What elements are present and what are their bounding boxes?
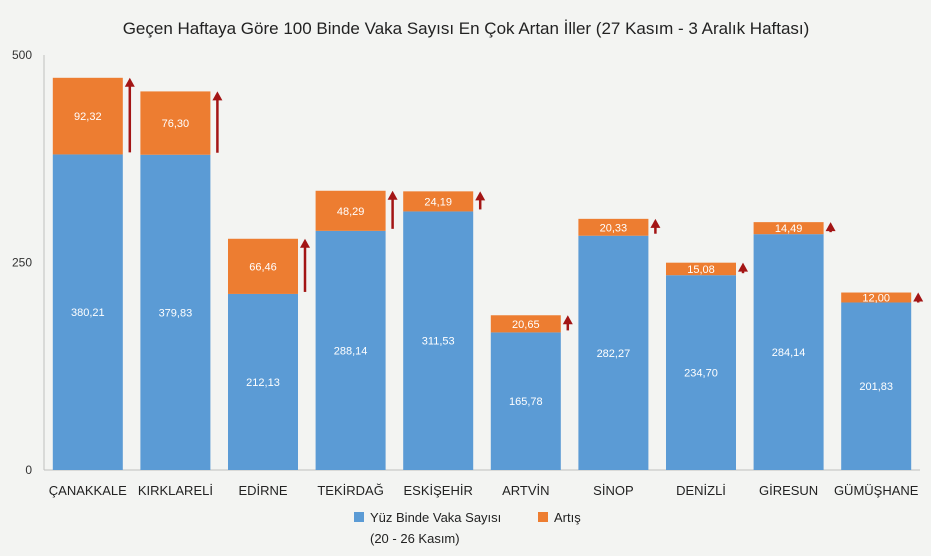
- bar-base-5: [490, 332, 561, 470]
- legend-label-base-period: (20 - 26 Kasım): [370, 531, 460, 546]
- bar-increase-1: [140, 91, 211, 155]
- increase-arrow-head-9: [913, 292, 924, 302]
- data-label-increase: 14,49: [775, 223, 803, 235]
- x-tick-label: ESKİŞEHİR: [404, 483, 473, 498]
- data-label-increase: 15,08: [687, 264, 715, 276]
- data-label-base: 201,83: [859, 381, 893, 393]
- data-label-increase: 20,65: [512, 319, 540, 331]
- x-tick-label: GİRESUN: [759, 483, 818, 498]
- data-label-increase: 24,19: [424, 196, 452, 208]
- data-label-increase: 20,33: [600, 222, 628, 234]
- data-label-increase: 76,30: [162, 118, 190, 130]
- increase-arrow-head-6: [650, 218, 661, 228]
- increase-arrow-head-0: [124, 77, 135, 87]
- increase-arrow-head-1: [212, 91, 223, 101]
- legend: Yüz Binde Vaka Sayısı (20 - 26 Kasım) Artı…: [354, 510, 581, 546]
- y-tick-label: 0: [25, 463, 32, 477]
- data-label-increase: 12,00: [862, 293, 890, 305]
- data-label-base: 288,14: [334, 345, 368, 357]
- increase-arrow-head-7: [738, 262, 748, 272]
- data-label-base: 282,27: [597, 348, 631, 360]
- bar-increase-3: [315, 190, 386, 231]
- increase-arrow-head-8: [825, 222, 836, 232]
- bar-base-2: [228, 293, 298, 470]
- x-tick-label: DENİZLİ: [676, 483, 726, 498]
- bar-increase-9: [841, 292, 912, 303]
- legend-label-increase: Artış: [554, 510, 581, 525]
- data-label-increase: 92,32: [74, 111, 102, 123]
- bar-base-8: [753, 234, 824, 470]
- data-label-base: 284,14: [772, 347, 806, 359]
- bar-increase-0: [52, 77, 123, 155]
- bar-base-9: [841, 302, 912, 470]
- x-tick-label: GÜMÜŞHANE: [834, 483, 919, 498]
- increase-arrow-head-4: [475, 191, 486, 201]
- bar-base-6: [578, 235, 649, 470]
- x-tick-label: ÇANAKKALE: [49, 483, 127, 498]
- bar-increase-6: [578, 218, 649, 236]
- increase-arrow-head-2: [300, 238, 310, 248]
- bar-base-0: [52, 154, 123, 470]
- data-label-increase: 48,29: [337, 206, 365, 218]
- bar-base-4: [403, 211, 474, 470]
- data-label-base: 234,70: [684, 368, 718, 380]
- data-label-increase: 66,46: [249, 261, 277, 273]
- bar-base-3: [315, 230, 386, 470]
- data-label-base: 380,21: [71, 307, 105, 319]
- increase-arrow-head-3: [387, 190, 398, 200]
- increase-arrow-head-5: [562, 315, 573, 325]
- x-tick-label: EDİRNE: [238, 483, 287, 498]
- bar-increase-8: [753, 222, 824, 235]
- bar-increase-4: [403, 191, 474, 212]
- bar-increase-5: [490, 315, 561, 333]
- x-tick-label: SİNOP: [593, 483, 633, 498]
- legend-swatch-base: [354, 512, 364, 522]
- bar-base-7: [666, 275, 736, 470]
- data-label-base: 311,53: [422, 336, 455, 348]
- data-label-base: 165,78: [509, 396, 543, 408]
- data-label-base: 212,13: [246, 377, 280, 389]
- legend-swatch-increase: [538, 512, 548, 522]
- y-tick-label: 500: [12, 48, 32, 62]
- x-tick-label: ARTVİN: [502, 483, 549, 498]
- bar-increase-2: [228, 238, 298, 294]
- chart-title: Geçen Haftaya Göre 100 Binde Vaka Sayısı…: [123, 19, 810, 38]
- bar-increase-7: [666, 262, 736, 276]
- x-tick-label: TEKİRDAĞ: [317, 483, 383, 498]
- data-label-base: 379,83: [159, 307, 193, 319]
- y-tick-label: 250: [12, 256, 32, 270]
- legend-label-base: Yüz Binde Vaka Sayısı: [370, 510, 501, 525]
- bar-base-1: [140, 154, 211, 471]
- x-axis-labels: ÇANAKKALE KIRKLARELİ EDİRNE TEKİRDAĞ ESKİŞEH…: [49, 483, 919, 498]
- x-tick-label: KIRKLARELİ: [138, 483, 213, 498]
- bars: 380,21 92,32 379,83 76,30 212,13 66,46 288,14 4…: [52, 77, 924, 471]
